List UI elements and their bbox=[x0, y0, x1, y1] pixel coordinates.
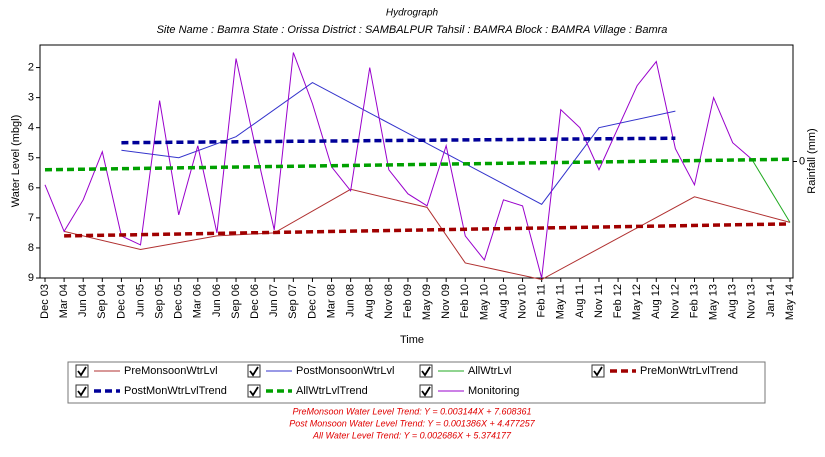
legend-label: PostMonWtrLvlTrend bbox=[124, 385, 227, 397]
y-tick-label: 8 bbox=[28, 242, 34, 254]
legend-label: PreMonsoonWtrLvl bbox=[124, 365, 218, 377]
x-tick-label: Jun 06 bbox=[211, 284, 223, 317]
legend-box bbox=[67, 361, 766, 404]
legend-check bbox=[249, 386, 259, 397]
series-line bbox=[44, 52, 753, 279]
x-tick-label: May 11 bbox=[555, 284, 567, 319]
x-tick-label: Mar 04 bbox=[58, 284, 70, 318]
x-tick-label: Sep 07 bbox=[287, 284, 299, 319]
y-tick-label: 7 bbox=[28, 212, 34, 224]
x-tick-label: Dec 07 bbox=[306, 284, 318, 319]
legend-checkbox[interactable] bbox=[591, 364, 605, 378]
legend-checkbox[interactable] bbox=[75, 384, 89, 398]
chart-subtitle: Site Name : Bamra State : Orissa Distric… bbox=[157, 24, 668, 36]
legend-checkbox[interactable] bbox=[247, 384, 261, 398]
legend-checkbox[interactable] bbox=[419, 364, 433, 378]
legend-label: Monitoring bbox=[468, 385, 519, 397]
x-tick-label: Aug 08 bbox=[364, 284, 376, 319]
x-tick-label: Jun 08 bbox=[345, 284, 357, 317]
x-tick-label: Dec 03 bbox=[39, 284, 51, 319]
y-tick-label: 9 bbox=[28, 272, 34, 284]
y-tick-label: 2 bbox=[28, 61, 34, 73]
series-line bbox=[751, 158, 791, 223]
x-tick-label: Feb 13 bbox=[688, 284, 700, 318]
x-tick-label: Feb 10 bbox=[459, 284, 471, 318]
x-tick-label: Feb 12 bbox=[612, 284, 624, 318]
x-tick-label: Aug 10 bbox=[497, 284, 509, 319]
footnote: Post Monsoon Water Level Trend: Y = 0.00… bbox=[289, 418, 535, 428]
legend-label: AllWtrLvl bbox=[468, 365, 511, 377]
legend-label: PreMonWtrLvlTrend bbox=[640, 365, 738, 377]
x-tick-label: Sep 05 bbox=[154, 284, 166, 319]
legend-checkbox[interactable] bbox=[75, 364, 89, 378]
x-tick-label: Aug 11 bbox=[574, 284, 586, 318]
legend-check bbox=[77, 366, 87, 377]
plot-area bbox=[39, 44, 794, 279]
footnote: All Water Level Trend: Y = 0.002686X + 5… bbox=[312, 430, 512, 440]
legend-checkbox[interactable] bbox=[247, 364, 261, 378]
x-tick-label: May 13 bbox=[707, 284, 719, 320]
x-tick-label: Jun 04 bbox=[77, 284, 89, 317]
footnote: PreMonsoon Water Level Trend: Y = 0.0031… bbox=[292, 406, 531, 416]
x-tick-label: Nov 11 bbox=[593, 284, 605, 318]
legend-check bbox=[421, 386, 431, 397]
x-tick-label: May 12 bbox=[631, 284, 643, 320]
x-axis-label: Time bbox=[400, 334, 424, 346]
x-tick-label: Feb 11 bbox=[536, 284, 548, 317]
series-line bbox=[44, 157, 791, 172]
y-tick-label: 5 bbox=[28, 152, 34, 164]
legend-check bbox=[77, 386, 87, 397]
x-tick-label: Dec 06 bbox=[249, 284, 261, 319]
y-tick-label: 3 bbox=[28, 92, 34, 104]
x-tick-label: Dec 05 bbox=[173, 284, 185, 319]
legend-check bbox=[249, 366, 259, 377]
x-tick-label: Nov 09 bbox=[440, 284, 452, 319]
legend-label: PostMonsoonWtrLvl bbox=[296, 365, 394, 377]
x-tick-label: May 10 bbox=[478, 284, 490, 320]
x-tick-label: Sep 04 bbox=[96, 284, 108, 319]
x-tick-label: Nov 08 bbox=[383, 284, 395, 319]
x-tick-label: Feb 09 bbox=[402, 284, 414, 318]
series-line bbox=[121, 81, 676, 205]
x-tick-label: Sep 06 bbox=[230, 284, 242, 319]
x-tick-label: Jun 07 bbox=[268, 284, 280, 317]
x-tick-label: Jan 14 bbox=[765, 284, 777, 317]
series-line bbox=[63, 188, 791, 281]
y2-axis-label: Rainfall (mm) bbox=[806, 128, 818, 193]
x-tick-label: Jun 05 bbox=[134, 284, 146, 317]
y-tick-label: 4 bbox=[28, 122, 34, 134]
x-tick-label: Mar 08 bbox=[325, 284, 337, 318]
series-line bbox=[121, 136, 676, 145]
x-tick-label: Nov 13 bbox=[746, 284, 758, 319]
x-tick-label: Mar 06 bbox=[192, 284, 204, 318]
x-tick-label: May 14 bbox=[784, 284, 796, 320]
chart-title: Hydrograph bbox=[386, 8, 439, 19]
y-axis-label: Water Level (mbgl) bbox=[10, 115, 22, 208]
x-tick-label: Nov 12 bbox=[669, 284, 681, 319]
x-tick-label: Nov 10 bbox=[516, 284, 528, 319]
legend-check bbox=[593, 366, 603, 377]
y-tick-label: 6 bbox=[28, 182, 34, 194]
legend-label: AllWtrLvlTrend bbox=[296, 385, 368, 397]
y2-tick-label: 0 bbox=[799, 155, 805, 167]
legend-checkbox[interactable] bbox=[419, 384, 433, 398]
x-tick-label: Dec 04 bbox=[115, 284, 127, 319]
x-tick-label: May 09 bbox=[421, 284, 433, 320]
x-tick-label: Aug 12 bbox=[650, 284, 662, 319]
x-tick-label: Aug 13 bbox=[727, 284, 739, 319]
legend-check bbox=[421, 366, 431, 377]
